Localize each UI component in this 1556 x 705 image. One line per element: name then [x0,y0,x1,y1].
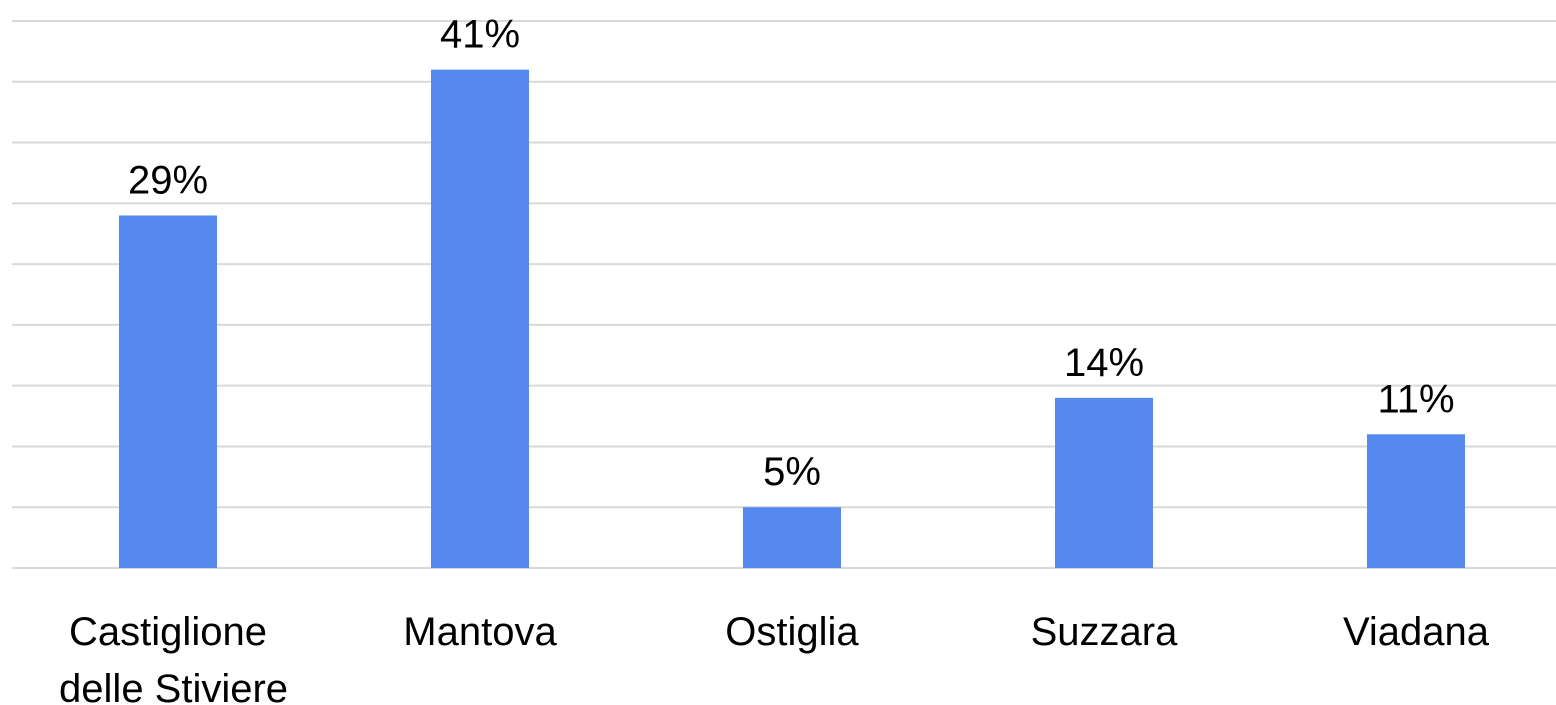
bar [1055,397,1153,568]
bar [431,69,529,568]
bar [119,215,217,568]
data-label: 41% [440,13,520,57]
data-label: 5% [763,450,821,494]
bar [743,507,841,568]
data-label: 29% [128,158,208,202]
x-tick-label: Castiglione delle Stiviere [48,610,288,705]
x-tick-label: Ostiglia [725,610,859,654]
data-label: 14% [1064,341,1144,385]
data-label: 11% [1377,377,1454,421]
bar [1367,434,1465,568]
x-tick-label: Mantova [403,610,557,654]
x-tick-label: Suzzara [1031,610,1178,654]
x-tick-label: Viadana [1343,610,1490,654]
